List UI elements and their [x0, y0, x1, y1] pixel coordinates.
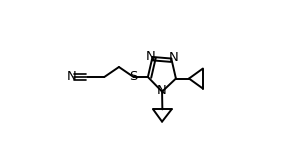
Text: N: N	[169, 51, 178, 64]
Text: N: N	[67, 70, 77, 83]
Text: N: N	[146, 50, 156, 63]
Text: S: S	[129, 70, 138, 83]
Text: N: N	[157, 84, 167, 97]
